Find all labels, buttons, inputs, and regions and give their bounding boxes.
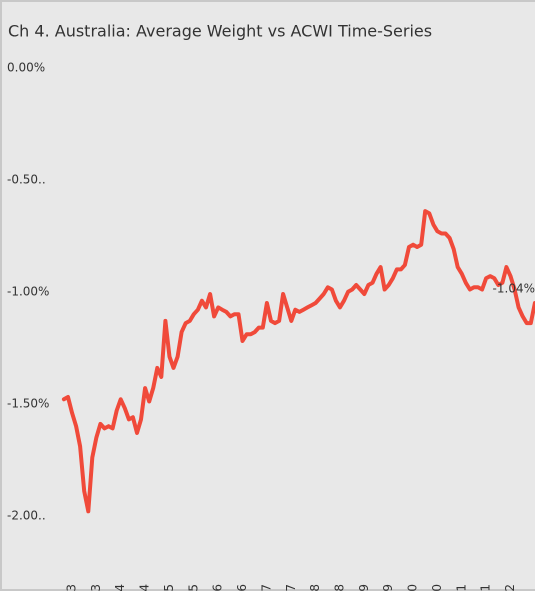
x-tick-label: Jan22 bbox=[503, 584, 517, 591]
x-tick-label: Jul21 bbox=[479, 584, 493, 591]
x-tick-label: Jan16 bbox=[211, 584, 225, 591]
x-tick-label: Jul16 bbox=[235, 584, 249, 591]
x-tick-label: Jan18 bbox=[308, 584, 322, 591]
line bbox=[61, 209, 535, 514]
x-tick-label: Jul15 bbox=[186, 584, 200, 591]
x-tick-label: Jan19 bbox=[357, 584, 371, 591]
y-tick-label: 0.00% bbox=[7, 61, 45, 75]
data-label: -1.04% bbox=[493, 281, 535, 295]
x-tick-label: Jan14 bbox=[113, 584, 127, 591]
x-tick-label: Jan17 bbox=[259, 584, 273, 591]
y-tick-label: -1.00% bbox=[7, 285, 49, 299]
y-tick-label: -2.00.. bbox=[7, 509, 46, 523]
y-tick-label: -1.50% bbox=[7, 397, 49, 411]
x-tick-label: Jan21 bbox=[454, 584, 468, 591]
x-tick-label: Jan20 bbox=[406, 584, 420, 591]
chart-title: Ch 4. Australia: Average Weight vs ACWI … bbox=[8, 22, 432, 41]
y-tick-label: -0.50.. bbox=[7, 173, 46, 187]
x-tick-label: Jan15 bbox=[162, 584, 176, 591]
x-tick-label: Jul20 bbox=[430, 584, 444, 591]
x-tick-label: Jul18 bbox=[332, 584, 346, 591]
x-tick-label: Jul14 bbox=[138, 584, 152, 591]
x-tick-label: Jul13 bbox=[89, 584, 103, 591]
x-tick-label: Jul19 bbox=[381, 584, 395, 591]
x-tick-label: Jul17 bbox=[284, 584, 298, 591]
x-tick-label: Jan13 bbox=[65, 584, 79, 591]
